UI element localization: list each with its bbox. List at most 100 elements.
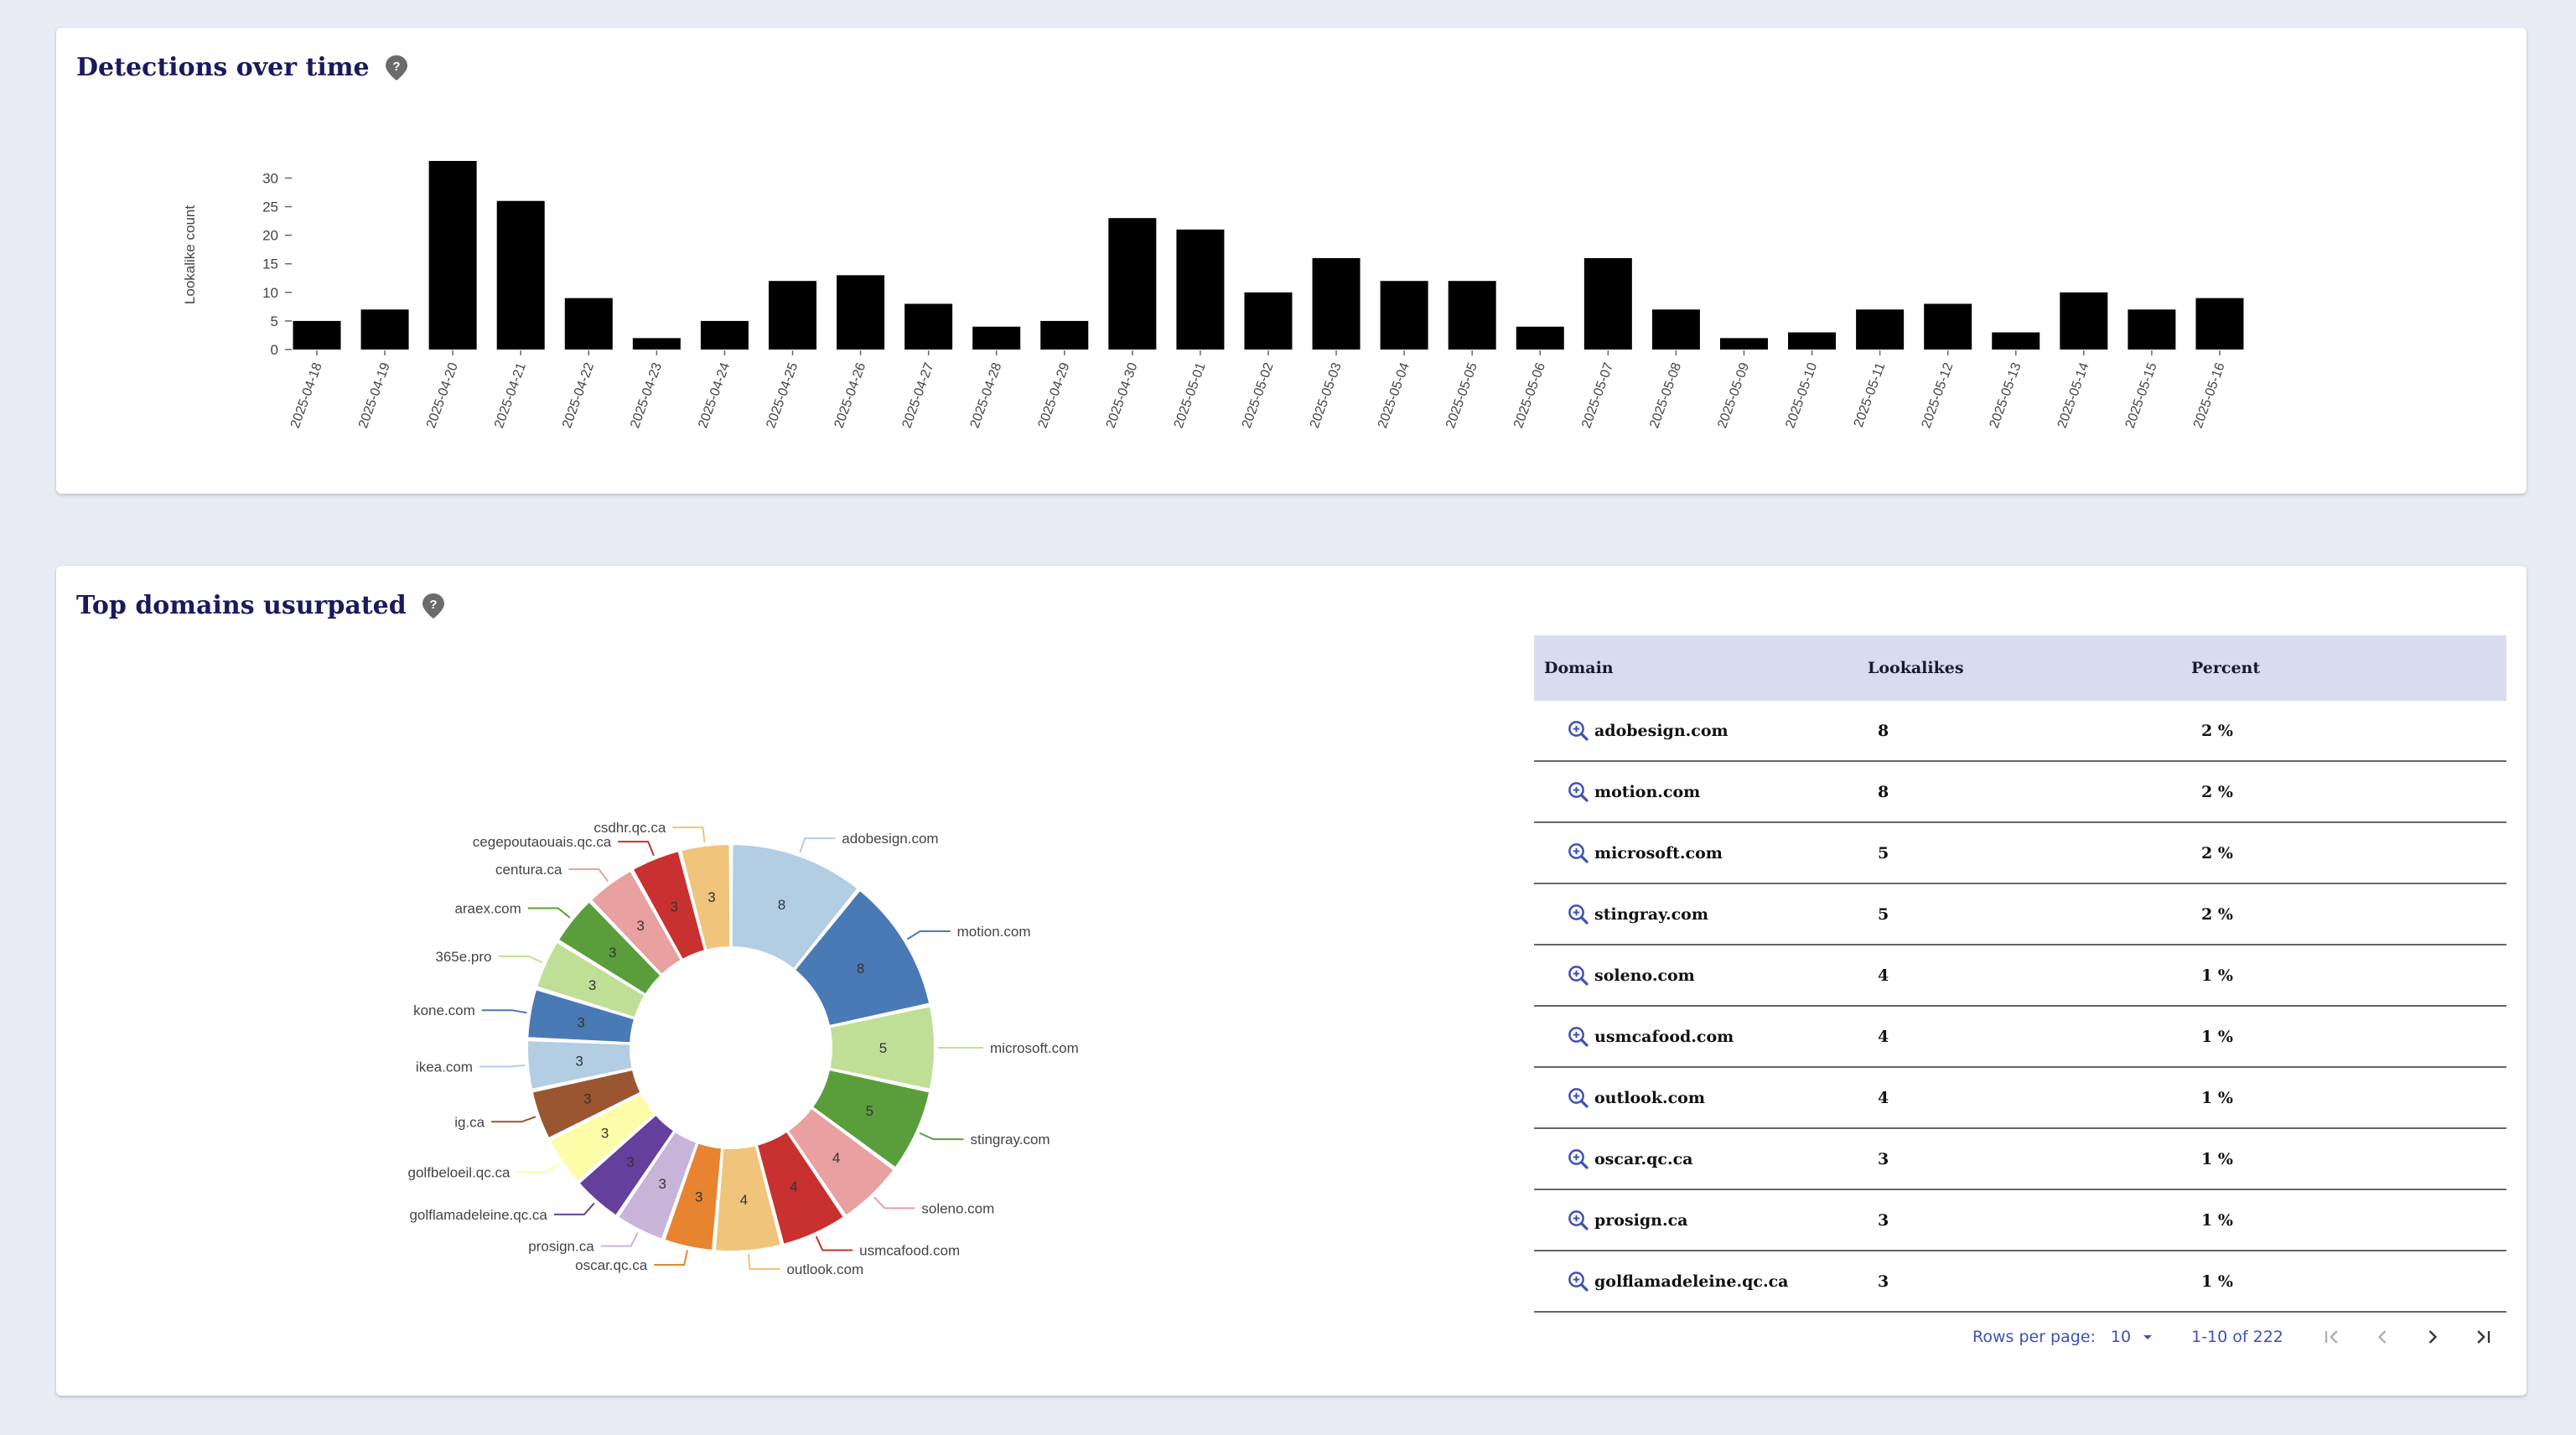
table-row[interactable]: soleno.com 4 1 % (1534, 945, 2506, 1007)
slice-domain-label: 365e.pro (435, 949, 491, 965)
x-tick-label: 2025-04-22 (560, 360, 597, 430)
donut-slice[interactable] (557, 900, 662, 996)
donut-slice[interactable] (811, 1068, 931, 1169)
donut-slice[interactable] (786, 1106, 895, 1217)
donut-slice[interactable] (730, 842, 859, 971)
zoom-search-icon[interactable] (1566, 1085, 1591, 1111)
leader-line (618, 841, 655, 857)
domain-name: golflamadeleine.qc.ca (1594, 1272, 1789, 1291)
donut-slice[interactable] (713, 1144, 783, 1252)
zoom-search-icon[interactable] (1566, 902, 1591, 927)
header-percent[interactable]: Percent (2191, 635, 2506, 701)
bar[interactable] (564, 298, 613, 350)
lookalikes-cell: 4 (1868, 1006, 2191, 1068)
table-row[interactable]: stingray.com 5 2 % (1534, 883, 2506, 945)
last-page-button[interactable] (2466, 1320, 2500, 1354)
donut-slice[interactable] (526, 987, 636, 1044)
donut-slice[interactable] (631, 849, 707, 961)
table-row[interactable]: microsoft.com 5 2 % (1534, 822, 2506, 884)
bar[interactable] (1312, 257, 1361, 350)
bar[interactable] (1788, 332, 1837, 350)
zoom-search-icon[interactable] (1566, 963, 1591, 988)
bar[interactable] (428, 161, 477, 350)
slice-value-label: 8 (857, 961, 864, 977)
slice-domain-label: motion.com (957, 924, 1031, 940)
bar[interactable] (1176, 229, 1225, 350)
slice-value-label: 3 (609, 945, 616, 961)
bar[interactable] (904, 303, 953, 350)
percent-cell: 2 % (2191, 761, 2506, 823)
slice-value-label: 3 (695, 1189, 702, 1204)
y-tick-label: 10 (262, 285, 278, 301)
help-pin-icon[interactable]: ? (385, 54, 408, 81)
table-row[interactable]: golflamadeleine.qc.ca 3 1 % (1534, 1251, 2506, 1313)
donut-slice[interactable] (578, 1113, 676, 1217)
bar[interactable] (700, 320, 749, 350)
bar[interactable] (768, 281, 816, 350)
donut-slice[interactable] (755, 1130, 846, 1246)
bar[interactable] (1856, 309, 1905, 350)
table-row[interactable]: motion.com 8 2 % (1534, 761, 2506, 823)
help-pin-icon[interactable]: ? (422, 593, 445, 619)
donut-slice[interactable] (531, 1068, 642, 1140)
zoom-search-icon[interactable] (1566, 1024, 1591, 1049)
zoom-search-icon[interactable] (1566, 780, 1591, 805)
domain-name: motion.com (1594, 782, 1701, 801)
bar[interactable] (2195, 298, 2244, 350)
donut-slice[interactable] (589, 869, 683, 977)
zoom-search-icon[interactable] (1566, 1147, 1591, 1172)
x-tick-label: 2025-04-23 (628, 360, 665, 430)
bar[interactable] (1651, 309, 1700, 350)
donut-slice[interactable] (828, 1005, 936, 1090)
zoom-search-icon[interactable] (1566, 718, 1591, 743)
bar[interactable] (2128, 309, 2176, 350)
bar[interactable] (972, 326, 1021, 350)
bar[interactable] (1040, 320, 1089, 350)
table-row[interactable]: outlook.com 4 1 % (1534, 1067, 2506, 1129)
bar[interactable] (496, 200, 545, 350)
zoom-search-icon[interactable] (1566, 1269, 1591, 1294)
bar[interactable] (1244, 292, 1293, 350)
bar[interactable] (632, 338, 681, 350)
table-row[interactable]: adobesign.com 8 2 % (1534, 701, 2506, 762)
bar[interactable] (1583, 257, 1632, 350)
donut-slice[interactable] (616, 1130, 698, 1241)
bar[interactable] (837, 275, 885, 350)
bar[interactable] (1719, 338, 1768, 350)
donut-slice[interactable] (526, 1039, 634, 1090)
bar[interactable] (1992, 332, 2040, 350)
bar[interactable] (1516, 326, 1564, 350)
bar[interactable] (1380, 281, 1428, 350)
rows-per-page-select[interactable]: 10 (2111, 1327, 2158, 1347)
next-page-button[interactable] (2416, 1320, 2449, 1354)
percent-cell: 2 % (2191, 701, 2506, 762)
lookalikes-cell: 3 (1868, 1251, 2191, 1313)
table-row[interactable]: prosign.ca 3 1 % (1534, 1189, 2506, 1251)
slice-value-label: 3 (588, 977, 596, 993)
slice-value-label: 4 (790, 1179, 797, 1194)
donut-slice[interactable] (679, 842, 732, 951)
bar[interactable] (1448, 281, 1496, 350)
slice-value-label: 3 (636, 918, 644, 934)
prev-page-button[interactable] (2366, 1320, 2399, 1354)
bar[interactable] (1108, 218, 1157, 350)
bar[interactable] (360, 309, 409, 350)
percent-cell: 1 % (2191, 1128, 2506, 1190)
bar[interactable] (293, 320, 341, 350)
x-tick-label: 2025-05-13 (1988, 360, 2024, 430)
x-tick-label: 2025-04-26 (832, 360, 868, 430)
table-row[interactable]: oscar.qc.ca 3 1 % (1534, 1128, 2506, 1190)
donut-slice[interactable] (548, 1092, 656, 1183)
header-domain[interactable]: Domain (1534, 635, 1868, 701)
donut-slice[interactable] (663, 1142, 723, 1252)
bar[interactable] (1924, 303, 1972, 350)
table-row[interactable]: usmcafood.com 4 1 % (1534, 1006, 2506, 1068)
first-page-button[interactable] (2315, 1320, 2349, 1354)
header-lookalikes[interactable]: Lookalikes (1868, 635, 2191, 701)
x-tick-label: 2025-05-01 (1172, 360, 1209, 430)
bar[interactable] (2060, 292, 2108, 350)
donut-slice[interactable] (793, 888, 931, 1028)
zoom-search-icon[interactable] (1566, 841, 1591, 866)
zoom-search-icon[interactable] (1566, 1208, 1591, 1233)
donut-slice[interactable] (535, 940, 646, 1019)
